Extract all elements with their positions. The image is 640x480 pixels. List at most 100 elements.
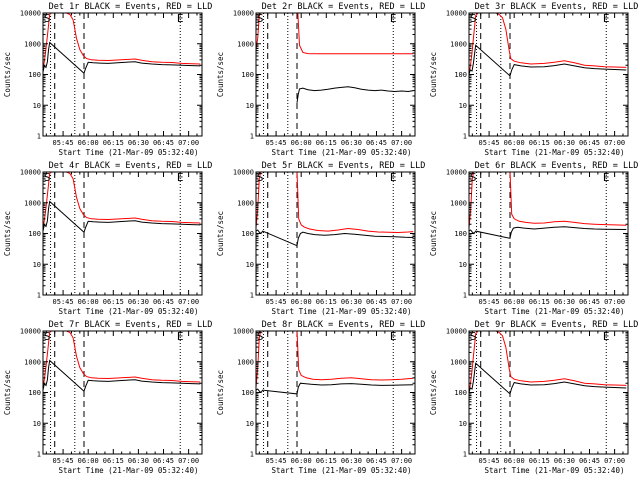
- x-tick-label: 06:00: [504, 457, 525, 465]
- x-tick-label: 05:45: [266, 139, 287, 147]
- y-axis-label: Counts/sec: [3, 370, 12, 415]
- panel-det-6: Det 6r BLACK = Events, RED = LLD Counts/s…: [429, 161, 638, 316]
- y-tick-label: 1000: [24, 40, 41, 48]
- x-tick-label: 06:45: [579, 298, 600, 306]
- y-tick-label: 10000: [20, 10, 41, 18]
- y-tick-label: 10: [33, 420, 41, 428]
- x-tick-label: 06:30: [554, 457, 575, 465]
- panel-det-5: Det 5r BLACK = Events, RED = LLD Counts/s…: [216, 161, 425, 316]
- x-axis-label: Start Time (21-Mar-09 05:32:40): [59, 466, 199, 475]
- plot-frame: [468, 330, 629, 455]
- x-tick-label: 06:45: [579, 139, 600, 147]
- x-tick-label: 06:45: [366, 139, 387, 147]
- plot-frame: [42, 171, 203, 296]
- y-tick-label: 1000: [450, 40, 467, 48]
- panel-det-8: Det 8r BLACK = Events, RED = LLD Counts/s…: [216, 320, 425, 475]
- plot-frame: [468, 12, 629, 137]
- x-tick-label: 06:15: [529, 457, 550, 465]
- panel-title: Det 5r BLACK = Events, RED = LLD: [262, 161, 426, 171]
- y-tick-label: 1000: [24, 358, 41, 366]
- x-tick-label: 06:15: [103, 298, 124, 306]
- panel-det-1: Det 1r BLACK = Events, RED = LLD Counts/s…: [3, 2, 212, 157]
- series-lld-line: [469, 172, 627, 229]
- series-events-line: [43, 200, 201, 234]
- x-tick-label: 06:15: [529, 298, 550, 306]
- y-axis-label: Counts/sec: [3, 52, 12, 97]
- x-tick-label: 06:30: [341, 139, 362, 147]
- end-marker-label: E: [177, 330, 184, 343]
- end-marker-label: E: [177, 12, 184, 25]
- y-tick-label: 100: [241, 389, 254, 397]
- y-tick-label: 10000: [233, 328, 254, 336]
- end-marker-label: E: [603, 12, 610, 25]
- x-tick-label: 06:45: [579, 457, 600, 465]
- x-axis-label: Start Time (21-Mar-09 05:32:40): [272, 148, 412, 157]
- y-tick-label: 1000: [237, 199, 254, 207]
- x-axis-label: Start Time (21-Mar-09 05:32:40): [272, 307, 412, 316]
- plot-frame: [42, 12, 203, 137]
- start-marker-label: S: [257, 12, 264, 25]
- panel-title: Det 6r BLACK = Events, RED = LLD: [475, 161, 639, 171]
- plot-frame: [255, 12, 416, 137]
- start-marker-label: S: [257, 171, 264, 184]
- series-lld-line: [469, 331, 627, 393]
- start-marker-label: S: [44, 171, 51, 184]
- panel-title: Det 1r BLACK = Events, RED = LLD: [49, 2, 213, 12]
- x-axis-label: Start Time (21-Mar-09 05:32:40): [59, 148, 199, 157]
- x-tick-label: 06:00: [504, 298, 525, 306]
- end-marker-label: E: [603, 330, 610, 343]
- x-tick-label: 06:00: [78, 457, 99, 465]
- y-tick-label: 10000: [20, 328, 41, 336]
- series-events-line: [469, 362, 627, 395]
- series-lld-line: [256, 331, 414, 388]
- start-marker-label: S: [44, 330, 51, 343]
- x-tick-label: 05:45: [479, 457, 500, 465]
- y-tick-label: 100: [454, 389, 467, 397]
- x-tick-label: 07:00: [604, 457, 625, 465]
- x-tick-label: 05:45: [266, 457, 287, 465]
- y-tick-label: 10: [459, 102, 467, 110]
- y-axis-label: Counts/sec: [429, 52, 438, 97]
- series-events-line: [296, 86, 414, 103]
- end-marker-label: E: [603, 171, 610, 184]
- x-tick-label: 07:00: [604, 139, 625, 147]
- x-axis-label: Start Time (21-Mar-09 05:32:40): [59, 307, 199, 316]
- y-tick-label: 1000: [450, 199, 467, 207]
- x-tick-label: 07:00: [178, 139, 199, 147]
- y-axis-label: Counts/sec: [216, 370, 225, 415]
- y-tick-label: 10: [246, 102, 254, 110]
- x-tick-label: 05:45: [479, 139, 500, 147]
- x-axis-label: Start Time (21-Mar-09 05:32:40): [485, 466, 625, 475]
- panel-title: Det 8r BLACK = Events, RED = LLD: [262, 320, 426, 330]
- end-marker-label: E: [390, 330, 397, 343]
- plot-frame: [468, 171, 629, 296]
- panel-title: Det 2r BLACK = Events, RED = LLD: [262, 2, 426, 12]
- y-tick-label: 10000: [446, 10, 467, 18]
- series-lld-line: [256, 13, 414, 55]
- start-marker-label: S: [257, 330, 264, 343]
- panel-title: Det 4r BLACK = Events, RED = LLD: [49, 161, 213, 171]
- x-tick-label: 06:15: [316, 457, 337, 465]
- y-axis-label: Counts/sec: [3, 211, 12, 256]
- end-marker-label: E: [177, 171, 184, 184]
- x-tick-label: 06:30: [128, 298, 149, 306]
- plot-frame: [42, 330, 203, 455]
- y-tick-label: 1: [250, 133, 254, 141]
- x-tick-label: 06:45: [366, 298, 387, 306]
- series-events-line: [256, 382, 414, 395]
- series-lld-line: [469, 13, 627, 75]
- y-axis-label: Counts/sec: [216, 211, 225, 256]
- y-tick-label: 100: [241, 71, 254, 79]
- y-tick-label: 1: [37, 292, 41, 300]
- y-tick-label: 1: [463, 292, 467, 300]
- start-marker-label: S: [470, 171, 477, 184]
- x-tick-label: 05:45: [53, 139, 74, 147]
- x-tick-label: 06:30: [128, 139, 149, 147]
- y-axis-label: Counts/sec: [429, 370, 438, 415]
- y-axis-label: Counts/sec: [429, 211, 438, 256]
- y-tick-label: 100: [241, 230, 254, 238]
- series-events-line: [43, 359, 201, 393]
- end-marker-label: E: [390, 171, 397, 184]
- x-tick-label: 05:45: [266, 298, 287, 306]
